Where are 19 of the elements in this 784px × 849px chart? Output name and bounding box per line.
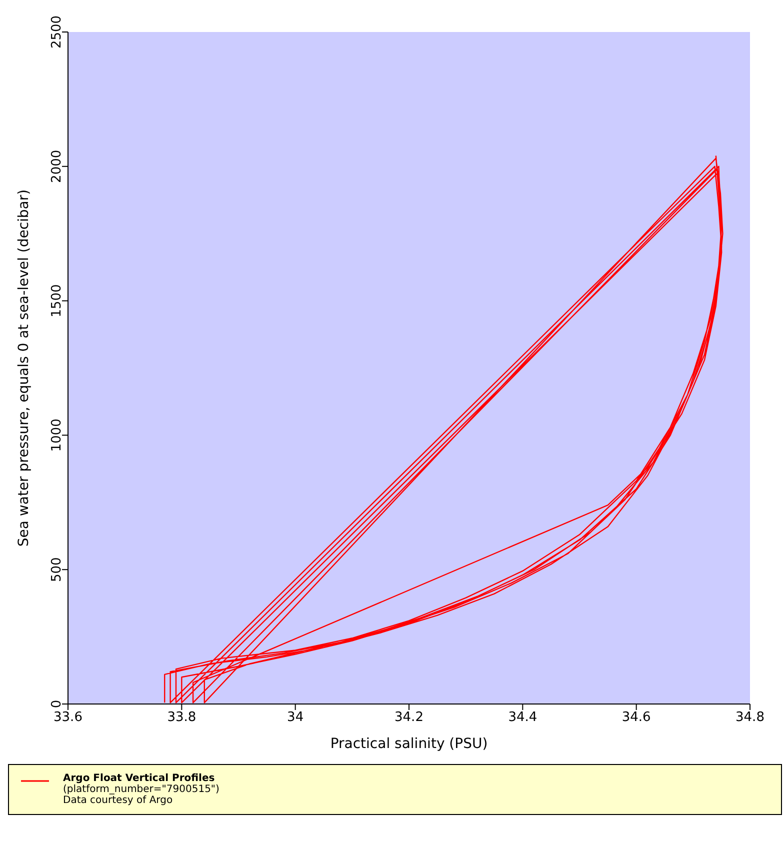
legend-label: Argo Float Vertical Profiles xyxy=(63,773,216,784)
y-tick-label: 500 xyxy=(50,557,65,582)
line-series xyxy=(164,155,724,704)
x-axis-title: Practical salinity (PSU) xyxy=(330,736,488,752)
x-tick-label: 33.8 xyxy=(167,710,196,726)
y-tick-label: 2000 xyxy=(50,150,65,183)
x-tick-label: 34.6 xyxy=(622,710,651,726)
text: Data courtesy of Argo xyxy=(63,795,174,806)
y-tick-label: 1000 xyxy=(50,418,65,452)
y-tick-label: 0 xyxy=(50,700,65,708)
y-tick-label: 2500 xyxy=(50,15,65,49)
y-axis-title: Sea water pressure, equals 0 at sea-level (decibar) xyxy=(16,189,32,547)
x-tick-label: 34.2 xyxy=(394,710,424,726)
x-tick-label: 34.4 xyxy=(508,710,538,726)
x-tick-label: 34.8 xyxy=(736,710,764,726)
x-tick-label: 34 xyxy=(287,710,304,726)
y-tick-label: 1500 xyxy=(50,284,65,318)
x-tick-label: 33.6 xyxy=(54,710,82,726)
text: (platform_number="7900515") xyxy=(63,784,220,795)
